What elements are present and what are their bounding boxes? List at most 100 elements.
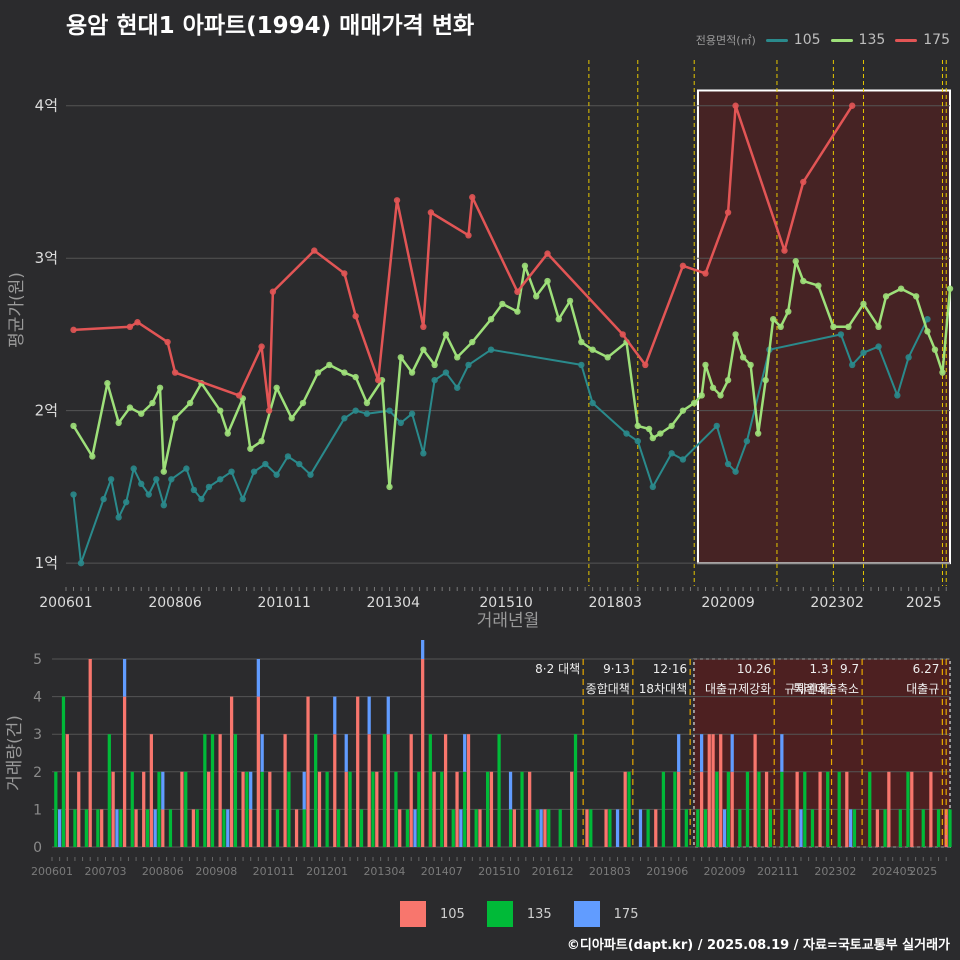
volume-bar-105 [730,771,734,847]
data-point-105 [228,468,235,475]
volume-bar-105 [421,659,425,847]
volume-y-tick-label: 4 [33,690,42,706]
legend-title: 전용면적(㎡) [695,34,756,47]
volume-bar-175 [122,659,127,697]
data-point-105 [190,486,198,494]
volume-bar-135 [130,771,134,847]
data-point-105 [138,480,145,488]
volume-bar-135 [245,771,249,847]
data-point-105 [284,453,292,460]
volume-bar-135 [119,809,123,847]
data-point-135 [186,399,194,407]
data-point-105 [442,369,450,376]
legend-label-175: 175 [923,32,950,48]
volume-bar-105 [604,809,608,847]
volume-bar-105 [409,734,413,847]
volume-bar-135 [145,809,150,847]
volume-bar-135 [508,809,513,847]
volume-legend: 105 135 175 [400,901,638,927]
data-point-135 [171,415,179,422]
volume-y-tick-label: 5 [33,652,42,668]
volume-bar-135 [195,809,199,847]
volume-bar-135 [325,771,329,847]
data-point-105 [679,456,687,463]
data-point-105 [341,415,348,422]
volume-bar-175 [799,809,803,847]
legend-item-105: 105 [765,32,821,48]
volume-bar-135 [547,809,551,847]
data-point-175 [126,323,134,331]
x-tick-label: 202302 [810,595,863,611]
volume-x-tick-label: 201304 [363,865,405,878]
x-tick-label: 200601 [39,595,92,611]
data-point-135 [924,328,931,335]
data-point-135 [499,300,506,308]
volume-bar-105 [398,809,402,847]
volume-bar-105 [707,734,711,847]
volume-legend-label-105: 105 [440,906,465,922]
data-point-135 [70,422,77,430]
data-point-135 [800,277,807,285]
volume-bar-105 [910,771,914,847]
policy-label-detail: 대출규제강화 [705,682,771,696]
data-point-175 [420,323,427,331]
volume-bar-135 [810,809,815,847]
volume-bar-105 [111,771,115,847]
data-point-135 [160,468,168,475]
data-point-175 [469,194,476,201]
data-point-105 [623,430,630,437]
data-point-135 [860,300,867,308]
volume-bar-105 [875,809,880,847]
data-point-175 [164,338,171,346]
data-point-135 [679,407,687,414]
data-point-175 [427,209,435,216]
legend-label-105: 105 [793,32,821,48]
data-point-135 [931,346,939,353]
series-line-135 [72,260,952,489]
volume-bar-135 [936,809,941,847]
volume-bar-175 [463,734,467,772]
data-point-175 [352,312,359,320]
data-point-135 [882,293,890,300]
data-point-105 [145,491,152,498]
volume-bar-135 [883,809,887,847]
volume-bar-105 [229,696,234,847]
data-point-135 [912,293,920,300]
volume-x-tick-label: 200908 [195,865,237,878]
data-point-135 [397,354,404,361]
volume-bar-135 [868,771,872,847]
data-point-105 [296,460,303,468]
data-point-135 [115,419,122,427]
volume-x-tick-label: 201612 [532,865,574,878]
data-point-135 [138,410,145,417]
data-point-175 [702,270,709,277]
data-point-135 [815,282,822,289]
volume-legend-item-135: 135 [486,901,552,927]
data-point-105 [408,410,416,417]
volume-y-tick-label: 2 [33,765,42,781]
x-axis-title: 거래년월 [477,611,540,631]
volume-bar-105 [845,771,849,847]
volume-bar-105 [333,734,337,847]
volume-bar-175 [302,771,306,810]
volume-bar-135 [573,734,578,847]
data-point-135 [785,308,792,315]
data-point-135 [747,361,754,369]
data-point-105 [894,392,901,399]
volume-bar-175 [615,809,620,847]
x-tick-label: 200806 [148,595,202,611]
data-point-135 [732,331,739,338]
volume-bar-135 [696,809,700,847]
volume-bar-135 [684,809,688,847]
volume-bar-135 [54,771,58,847]
x-tick-label: 2025 [906,595,942,611]
volume-bar-135 [61,696,66,847]
volume-bar-175 [421,640,425,659]
volume-bar-135 [222,809,226,847]
data-point-135 [341,369,348,376]
volume-bar-175 [730,734,734,772]
volume-bar-105 [180,771,184,847]
volume-y-tick-label: 3 [33,727,42,743]
data-point-105 [363,410,371,417]
volume-x-tick-label: 201011 [253,865,295,878]
